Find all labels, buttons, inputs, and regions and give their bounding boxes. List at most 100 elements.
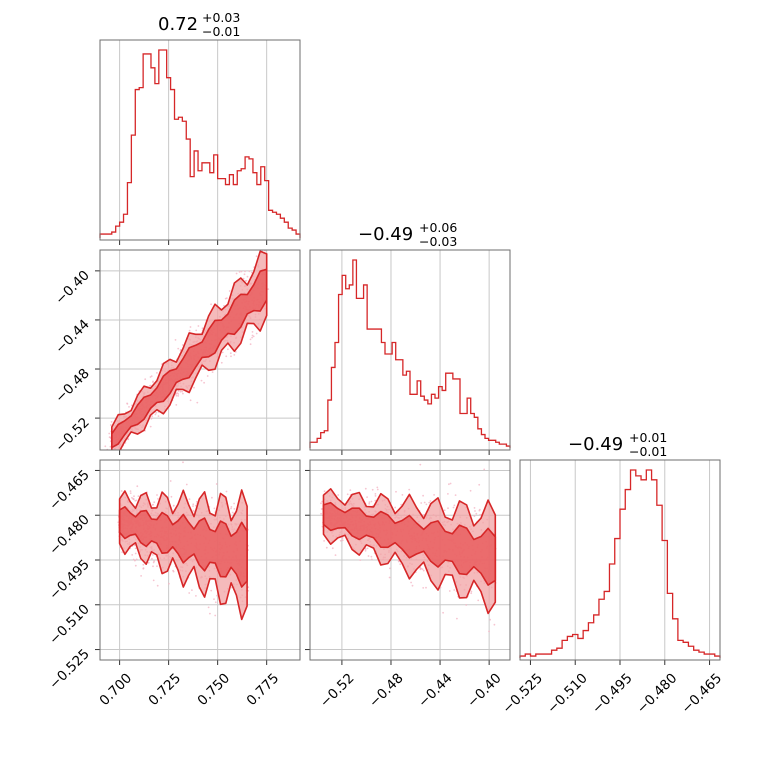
- scatter-point: [192, 505, 194, 507]
- histogram-bin: [396, 360, 400, 448]
- x-tick-label: 0.725: [146, 670, 185, 709]
- scatter-point: [109, 445, 112, 448]
- histogram-bin: [583, 631, 588, 658]
- scatter-point: [371, 488, 374, 491]
- scatter-point: [229, 352, 232, 355]
- histogram-bin: [346, 289, 350, 448]
- scatter-point: [399, 563, 402, 565]
- histogram-bin: [657, 505, 662, 658]
- scatter-point: [337, 494, 340, 496]
- histogram-bin: [464, 413, 468, 448]
- scatter-point: [323, 540, 325, 542]
- histogram-bin: [222, 179, 226, 238]
- histogram-bin: [428, 404, 432, 448]
- histogram-bin: [567, 636, 572, 658]
- histogram-bin: [198, 171, 202, 238]
- x-tick-label: −0.52: [317, 670, 358, 711]
- scatter-point: [135, 499, 138, 502]
- scatter-point: [137, 495, 140, 497]
- scatter-point: [454, 494, 457, 496]
- scatter-point: [230, 506, 233, 508]
- scatter-point: [370, 555, 373, 558]
- histogram-bin: [190, 177, 194, 238]
- scatter-point: [230, 355, 232, 358]
- histogram-bin: [557, 648, 562, 658]
- panel-frame: [99, 249, 301, 451]
- histogram-bin: [257, 185, 261, 238]
- scatter-point: [243, 273, 246, 276]
- panel-content: [320, 463, 497, 633]
- scatter-point: [134, 547, 137, 550]
- scatter-point: [419, 568, 422, 571]
- scatter-point: [152, 380, 154, 383]
- histogram-bin: [641, 480, 646, 658]
- scatter-point: [214, 601, 217, 604]
- scatter-point: [129, 492, 132, 494]
- scatter-point: [197, 325, 200, 327]
- scatter-point: [425, 503, 428, 506]
- histogram-bin: [385, 354, 389, 448]
- scatter-point: [144, 378, 147, 381]
- scatter-point: [334, 554, 337, 556]
- x-tick-label: 0.775: [244, 670, 283, 709]
- title-plus: +0.01: [629, 430, 667, 445]
- histogram-bin: [374, 329, 378, 448]
- histogram-bin: [460, 413, 464, 448]
- x-tick-label: −0.48: [366, 670, 407, 711]
- scatter-point: [154, 413, 157, 416]
- scatter-point: [120, 490, 123, 492]
- scatter-point: [321, 500, 324, 503]
- scatter-point: [251, 331, 254, 333]
- scatter-point: [370, 500, 373, 503]
- scatter-point: [374, 493, 377, 495]
- scatter-point: [395, 490, 397, 493]
- histogram-bin: [599, 599, 604, 658]
- scatter-point: [376, 486, 379, 489]
- histogram-bin: [552, 650, 557, 658]
- scatter-point: [151, 557, 153, 560]
- scatter-point: [473, 515, 476, 518]
- histogram-step-line: [519, 469, 721, 658]
- title-minus: −0.01: [202, 24, 240, 39]
- scatter-point: [422, 494, 424, 497]
- scatter-point: [168, 582, 170, 585]
- scatter-contour-param2-vs-param0: [95, 459, 301, 665]
- histogram-bin: [578, 638, 583, 658]
- scatter-point: [449, 482, 452, 485]
- scatter-point: [133, 495, 135, 498]
- scatter-point: [131, 554, 134, 556]
- x-axis-param-1: −0.52 −0.48 −0.44 −0.40: [317, 670, 505, 711]
- scatter-point: [134, 559, 136, 562]
- histogram-bin: [636, 476, 641, 658]
- scatter-point: [175, 404, 178, 406]
- scatter-point: [192, 509, 195, 512]
- contour-level: [111, 268, 268, 449]
- histogram-bin: [694, 650, 699, 658]
- scatter-point: [201, 327, 204, 330]
- scatter-point: [200, 379, 203, 382]
- scatter-point: [364, 548, 367, 550]
- scatter-point: [452, 506, 455, 509]
- scatter-point: [410, 581, 412, 584]
- histogram-bin: [631, 470, 636, 658]
- scatter-point: [420, 502, 423, 504]
- title-param-2: −0.49 +0.01 −0.01: [568, 430, 667, 459]
- scatter-point: [250, 271, 253, 274]
- scatter-point: [366, 496, 368, 498]
- histogram-bin: [662, 541, 667, 659]
- scatter-point: [132, 558, 135, 561]
- scatter-point: [447, 493, 449, 495]
- scatter-point: [210, 303, 213, 306]
- histogram-bin: [646, 470, 651, 658]
- scatter-point: [425, 586, 427, 589]
- scatter-point: [419, 463, 422, 466]
- histogram-bin: [155, 84, 159, 238]
- scatter-point: [134, 564, 137, 567]
- scatter-point: [129, 490, 132, 492]
- panel-content: [117, 461, 250, 621]
- histogram-bin: [594, 615, 599, 658]
- histogram-bin: [453, 379, 457, 448]
- panel-frame: [99, 39, 301, 241]
- x-axis-param-0: 0.700 0.725 0.750 0.775: [97, 670, 283, 709]
- histogram-bin: [273, 212, 277, 238]
